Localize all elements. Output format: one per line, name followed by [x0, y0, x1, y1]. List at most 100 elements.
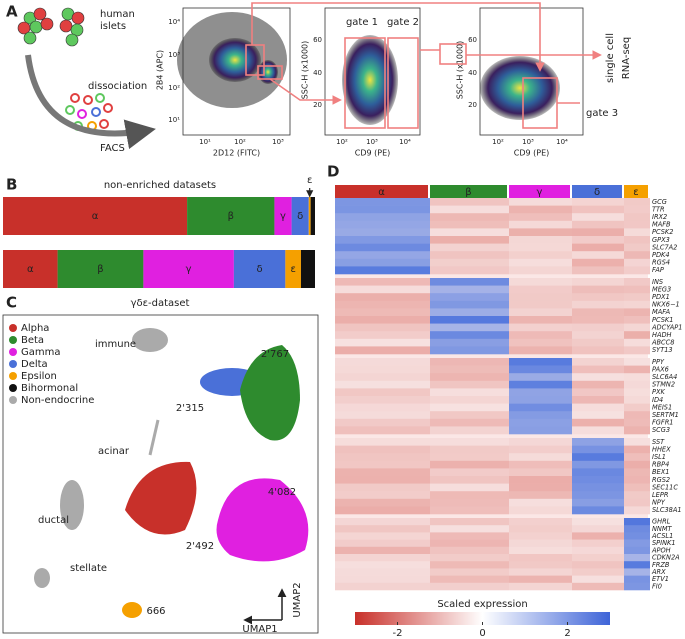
heatmap-cell	[624, 539, 650, 548]
heatmap-cell	[509, 418, 572, 427]
heatmap-cell	[572, 403, 624, 412]
segment-label: β	[97, 264, 103, 275]
heatmap-cell	[572, 582, 624, 591]
gene-label: RGS4	[652, 259, 670, 267]
heatmap-cell	[624, 561, 650, 569]
heatmap-cell	[335, 554, 430, 562]
colorbar-tick-label: 2	[564, 628, 570, 639]
bar-segment	[187, 197, 275, 235]
colorbar-tick-label: 0	[479, 628, 485, 639]
heatmap-cell	[572, 575, 624, 584]
gene-label: PDK4	[652, 251, 670, 259]
segment-label: ε	[290, 264, 295, 275]
umap-panel	[2, 314, 319, 634]
heatmap-cell	[624, 380, 650, 389]
heatmap-cell	[430, 358, 509, 366]
gate-label: gate 1	[346, 17, 378, 28]
group-header-label: δ	[594, 187, 600, 198]
gate-label: gate 2	[387, 17, 419, 28]
heatmap-cell	[572, 251, 624, 260]
heatmap-cell	[335, 316, 430, 324]
heatmap-cell	[335, 388, 430, 397]
heatmap-cell	[624, 418, 650, 427]
heatmap-cell	[430, 546, 509, 555]
heatmap-cell	[335, 539, 430, 548]
heatmap-cell	[335, 403, 430, 412]
heatmap-cell	[430, 561, 509, 569]
output-label: single cell	[605, 33, 616, 83]
heatmap-cell	[430, 258, 509, 267]
heatmap-cell	[624, 476, 650, 484]
heatmap-cell	[335, 483, 430, 492]
heatmap-cell	[509, 518, 572, 526]
heatmap-cell	[624, 365, 650, 374]
heatmap-cell	[335, 498, 430, 507]
heatmap-cell	[572, 373, 624, 382]
heatmap-cell	[624, 338, 650, 347]
gene-label: INS	[652, 278, 663, 286]
heatmap-cell	[572, 220, 624, 229]
heatmap-cell	[624, 205, 650, 214]
heatmap-cell	[572, 243, 624, 252]
heatmap-cell	[335, 308, 430, 317]
heatmap-cell	[624, 460, 650, 469]
heatmap-cell	[572, 453, 624, 462]
heatmap-cell	[509, 561, 572, 569]
heatmap-cell	[335, 518, 430, 526]
heatmap-cell	[572, 418, 624, 427]
heatmap-cell	[572, 476, 624, 484]
heatmap-cell	[572, 338, 624, 347]
heatmap-cell	[335, 278, 430, 286]
heatmap-cell	[509, 228, 572, 237]
gene-label: LEPR	[652, 491, 668, 499]
segment-label: γ	[280, 211, 286, 222]
segment-label: ε	[307, 175, 312, 186]
heatmap-cell	[572, 518, 624, 526]
heatmap-cell	[430, 460, 509, 469]
heatmap-cell	[572, 293, 624, 302]
heatmap-cell	[430, 411, 509, 420]
legend-label: Non-endocrine	[21, 395, 94, 406]
gene-label: SEC11C	[652, 483, 678, 491]
group-header	[624, 185, 648, 198]
gene-label: FRZB	[652, 561, 670, 569]
heatmap-cell	[335, 220, 430, 229]
heatmap-cell	[624, 468, 650, 477]
heatmap-cell	[572, 346, 624, 355]
heatmap-cell	[509, 554, 572, 562]
heatmap-cell	[430, 236, 509, 244]
x-tick-label: 10³	[522, 138, 534, 146]
gene-label: MAFB	[652, 221, 671, 229]
gene-label: SYT13	[652, 346, 673, 354]
heatmap-cell	[624, 300, 650, 309]
heatmap-cell	[624, 438, 650, 446]
heatmap-cell	[335, 532, 430, 540]
heatmap-cell	[572, 388, 624, 397]
heatmap-cell	[335, 331, 430, 340]
gene-label: FGFR1	[652, 419, 673, 427]
heatmap-cell	[430, 445, 509, 454]
legend-label: Gamma	[21, 347, 61, 358]
heatmap-cell	[430, 506, 509, 515]
bar-segment	[308, 197, 311, 235]
heatmap-cell	[572, 483, 624, 492]
heatmap-cell	[509, 468, 572, 477]
heatmap-cell	[572, 198, 624, 206]
heatmap-cell	[624, 396, 650, 404]
heatmap-cell	[335, 575, 430, 584]
x-tick-label: 10²	[336, 138, 348, 146]
heatmap-cell	[335, 561, 430, 569]
y-axis-label: 2B4 (APC)	[156, 50, 165, 90]
cluster-count: 4'082	[268, 487, 296, 498]
legend-label: Epsilon	[21, 371, 57, 382]
gene-label: FAP	[652, 266, 664, 274]
heatmap-cell	[509, 285, 572, 294]
gene-label: BEX1	[652, 468, 669, 476]
gene-label: SERTM1	[652, 411, 679, 419]
colorbar	[355, 612, 610, 625]
heatmap-cell	[335, 546, 430, 555]
legend-marker	[9, 324, 17, 332]
cluster-label: acinar	[98, 446, 130, 457]
gene-label: IRX2	[652, 213, 667, 221]
gene-label: NPY	[652, 499, 666, 507]
